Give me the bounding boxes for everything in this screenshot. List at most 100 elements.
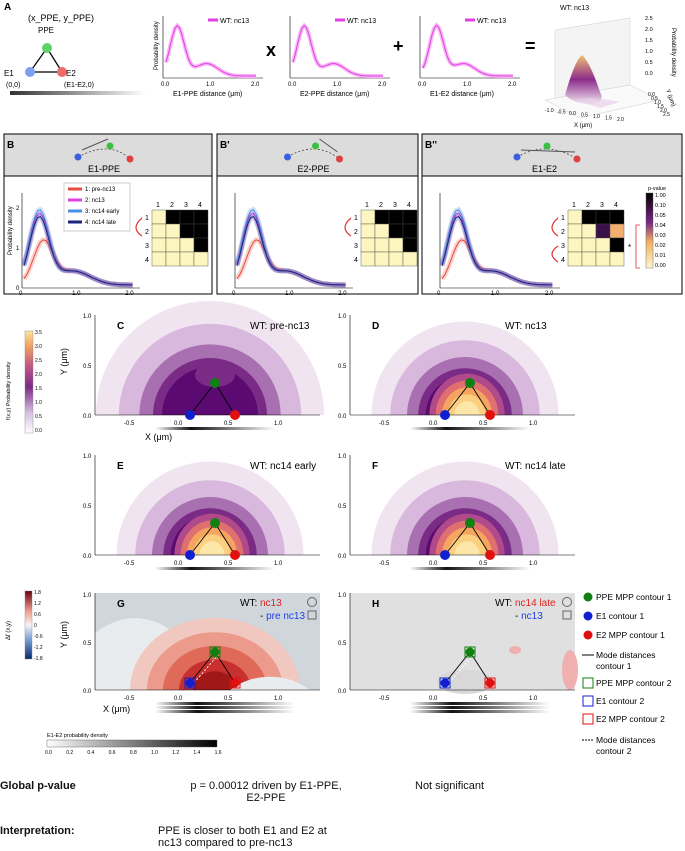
legend-label: PPE MPP contour 2 bbox=[596, 678, 672, 688]
ppe-node bbox=[543, 142, 551, 150]
operator-times: x bbox=[266, 40, 276, 60]
diff-tick: -1.2 bbox=[34, 645, 43, 651]
legend-label: WT: nc13 bbox=[220, 18, 249, 25]
matrix-col-header: 1 bbox=[156, 202, 160, 209]
legend-label: E1 contour 2 bbox=[596, 696, 644, 706]
title-condition-a: nc13 bbox=[260, 598, 282, 609]
interpretation-line2: nc13 compared to pre-nc13 bbox=[158, 837, 293, 849]
matrix-cell bbox=[374, 237, 390, 253]
matrix-cell bbox=[567, 237, 583, 253]
surface-z-tick: 1.0 bbox=[645, 49, 653, 55]
e1e2-density-bar: E1-E2 probability density 0.0 0.2 0.4 0.6 0.… bbox=[45, 733, 222, 756]
matrix-cell bbox=[360, 223, 376, 239]
contour-legend: PPE MPP contour 1 E1 contour 1 E2 MPP cont… bbox=[582, 592, 672, 756]
matrix-cell bbox=[193, 251, 209, 267]
matrix-cell bbox=[179, 251, 195, 267]
legend-label: Mode distances bbox=[596, 735, 656, 745]
density-tick: 3.0 bbox=[35, 344, 42, 350]
difference-colorbar-label: Δf (x,y) bbox=[6, 621, 12, 640]
x-tick-label: 1.0 bbox=[333, 82, 342, 88]
x-tick-label: 1.0 bbox=[274, 696, 283, 702]
e1e2-bar-gradient bbox=[46, 739, 218, 748]
x-tick-label: 0.5 bbox=[479, 696, 488, 702]
x-axis-label: E2-PPE distance (μm) bbox=[300, 91, 369, 98]
distance-gradient-bar bbox=[410, 706, 550, 709]
ppe-marker bbox=[210, 378, 220, 388]
matrix-cell bbox=[581, 223, 597, 239]
panel-b: B E1-PPE Probability density 0 1 2 0 1.0 2.0 1: p… bbox=[3, 133, 683, 297]
e2-marker bbox=[230, 410, 240, 420]
pvalue-matrix: 11 2 2 3 3 4 4 bbox=[561, 202, 625, 267]
matrix-cell bbox=[388, 237, 404, 253]
matrix-col-header: 3 bbox=[600, 202, 604, 209]
surface-shoulder bbox=[575, 98, 620, 108]
e2-node bbox=[336, 155, 343, 163]
x-tick-label: 0.0 bbox=[418, 82, 427, 88]
panel-letter: E bbox=[117, 461, 124, 472]
density-contour bbox=[195, 363, 235, 387]
distance-gradient-bar bbox=[155, 706, 295, 709]
e1-marker bbox=[185, 410, 195, 420]
legend-marker bbox=[582, 695, 594, 707]
legend-label: WT: nc13 bbox=[477, 18, 506, 25]
title-minus: - bbox=[515, 611, 521, 622]
distribution-plot: WT: nc13 0.0 1.0 2.0 E2-PPE distance (μm) bbox=[288, 16, 390, 98]
x-tick-label: 0 bbox=[19, 291, 23, 297]
matrix-cell bbox=[567, 209, 583, 225]
y-tick-label: 1 bbox=[16, 246, 20, 252]
contour-panel: 0.0 0.5 1.0 -0.5 0.0 0.5 1.0 WT: nc13 D bbox=[338, 314, 575, 430]
series-line bbox=[441, 215, 553, 286]
x-tick-label: 0.5 bbox=[224, 421, 233, 427]
y-tick-label: 1.0 bbox=[338, 454, 347, 460]
matrix-cell bbox=[609, 223, 625, 239]
matrix-cell bbox=[609, 209, 625, 225]
distance-gradient-bar bbox=[155, 427, 275, 430]
mode-distance-line bbox=[214, 522, 236, 556]
diff-tick: 1.8 bbox=[34, 590, 41, 596]
subpanel-header bbox=[421, 133, 683, 177]
title-condition-b: nc13 bbox=[521, 611, 543, 622]
surface-x-tick: -0.5 bbox=[557, 110, 566, 116]
surface-x-tick: 1.5 bbox=[605, 116, 612, 122]
matrix-cell bbox=[388, 251, 404, 267]
distribution-plot: WT: nc13 0.0 1.0 2.0 E1-PPE distance (μm) Pro… bbox=[154, 16, 263, 98]
x-tick-label: 0 bbox=[437, 291, 441, 297]
legend-label: E2 MPP contour 1 bbox=[596, 630, 665, 640]
distribution-curve bbox=[165, 24, 256, 77]
matrix-cell bbox=[360, 237, 376, 253]
contour2-symbol bbox=[307, 610, 317, 620]
chromatin-path bbox=[516, 148, 578, 160]
surface-x-tick: -1.0 bbox=[545, 108, 554, 114]
diff-tick: 0 bbox=[34, 623, 37, 629]
distance-gradient-bar bbox=[410, 427, 530, 430]
density-contour bbox=[454, 541, 480, 555]
x-tick-label: 0.5 bbox=[479, 421, 488, 427]
e1e2-tick: 0.6 bbox=[109, 750, 116, 756]
contour-panel: 0.0 0.5 1.0 -0.5 0.0 0.5 1.0 WT: pre-nc13 C Y (μm… bbox=[59, 301, 324, 442]
pvalue-tick: 0.03 bbox=[655, 233, 666, 239]
e1e2-tick: 1.6 bbox=[215, 750, 222, 756]
series-line bbox=[23, 215, 133, 286]
ppe-label: PPE bbox=[38, 26, 54, 35]
significance-arrow bbox=[551, 245, 559, 263]
matrix-cell bbox=[609, 237, 625, 253]
x-axis-label: E1-E2 distance (μm) bbox=[430, 91, 494, 98]
legend-label: E1 contour 1 bbox=[596, 611, 644, 621]
panel-letter: F bbox=[372, 461, 378, 472]
matrix-cell bbox=[374, 209, 390, 225]
density-tick: 2.5 bbox=[35, 358, 42, 364]
density-tick: 0.5 bbox=[35, 414, 42, 420]
ppe-marker bbox=[465, 647, 475, 657]
surface-title: WT: nc13 bbox=[560, 5, 589, 12]
x-tick-label: -0.5 bbox=[124, 421, 135, 427]
x-axis-label: E1-PPE distance (μm) bbox=[173, 91, 242, 98]
contour-panels: 0.0 0.5 1.0 -0.5 0.0 0.5 1.0 WT: pre-nc13 C Y (μm… bbox=[59, 301, 575, 570]
y-axis-label: Probability density bbox=[154, 21, 160, 70]
e2-marker bbox=[230, 550, 240, 560]
e2-marker bbox=[230, 678, 240, 688]
y-tick-label: 1.0 bbox=[83, 454, 92, 460]
panel-title: WT: nc13 bbox=[505, 321, 547, 332]
density-contour bbox=[199, 541, 225, 555]
matrix-cell bbox=[388, 209, 404, 225]
contour1-symbol bbox=[307, 597, 317, 607]
